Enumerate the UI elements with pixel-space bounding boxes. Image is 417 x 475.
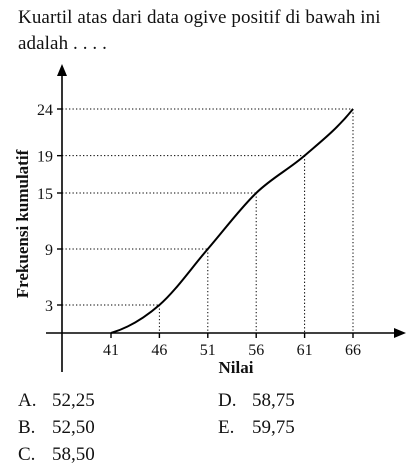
x-tick-label: 66 bbox=[345, 342, 361, 359]
x-axis-arrowhead bbox=[394, 328, 406, 338]
question-text: Kuartil atas dari data ogive positif di … bbox=[18, 7, 381, 54]
option-c[interactable]: C. 58,50 bbox=[18, 444, 95, 466]
option-letter: E. bbox=[218, 417, 235, 438]
option-b[interactable]: B. 52,50 bbox=[18, 417, 95, 439]
option-value: 52,50 bbox=[52, 417, 95, 438]
option-letter: A. bbox=[18, 390, 37, 411]
guide-lines bbox=[62, 108, 354, 333]
x-tick-label: 51 bbox=[200, 342, 216, 359]
option-value: 58,75 bbox=[252, 390, 295, 411]
ogive-curve bbox=[110, 108, 354, 334]
y-axis-arrowhead bbox=[57, 64, 67, 76]
option-e[interactable]: E. 59,75 bbox=[218, 417, 295, 439]
x-tick-label: 46 bbox=[151, 342, 167, 359]
y-tick-label: 3 bbox=[45, 298, 53, 315]
x-axis-label: Nilai bbox=[219, 358, 254, 377]
x-tick-label: 41 bbox=[103, 342, 119, 359]
y-axis-label: Frekuensi kumulatif bbox=[13, 149, 32, 298]
option-letter: D. bbox=[218, 390, 237, 411]
axes bbox=[46, 64, 406, 372]
x-tick-label: 56 bbox=[248, 342, 264, 359]
y-tick-label: 9 bbox=[45, 242, 53, 259]
answer-options: A. 52,25 B. 52,50 C. 58,50 D. 58,75 E. 59,75 bbox=[0, 388, 417, 475]
option-d[interactable]: D. 58,75 bbox=[218, 390, 295, 412]
option-value: 58,50 bbox=[52, 444, 95, 465]
option-a[interactable]: A. 52,25 bbox=[18, 390, 95, 412]
y-tick-label: 19 bbox=[37, 149, 53, 166]
option-value: 59,75 bbox=[252, 417, 295, 438]
x-tick-label: 61 bbox=[297, 342, 313, 359]
y-tick-label: 15 bbox=[37, 186, 53, 203]
tick-labels: 41 46 51 56 61 66 3 9 15 19 24 bbox=[37, 102, 361, 359]
option-value: 52,25 bbox=[52, 390, 95, 411]
option-letter: B. bbox=[18, 417, 36, 438]
ogive-chart: 41 46 51 56 61 66 3 9 15 19 24 Nilai Frekuensi kum… bbox=[13, 64, 406, 377]
y-tick-label: 24 bbox=[37, 102, 53, 119]
ogive-curve-layer bbox=[110, 108, 354, 334]
option-letter: C. bbox=[18, 444, 36, 465]
